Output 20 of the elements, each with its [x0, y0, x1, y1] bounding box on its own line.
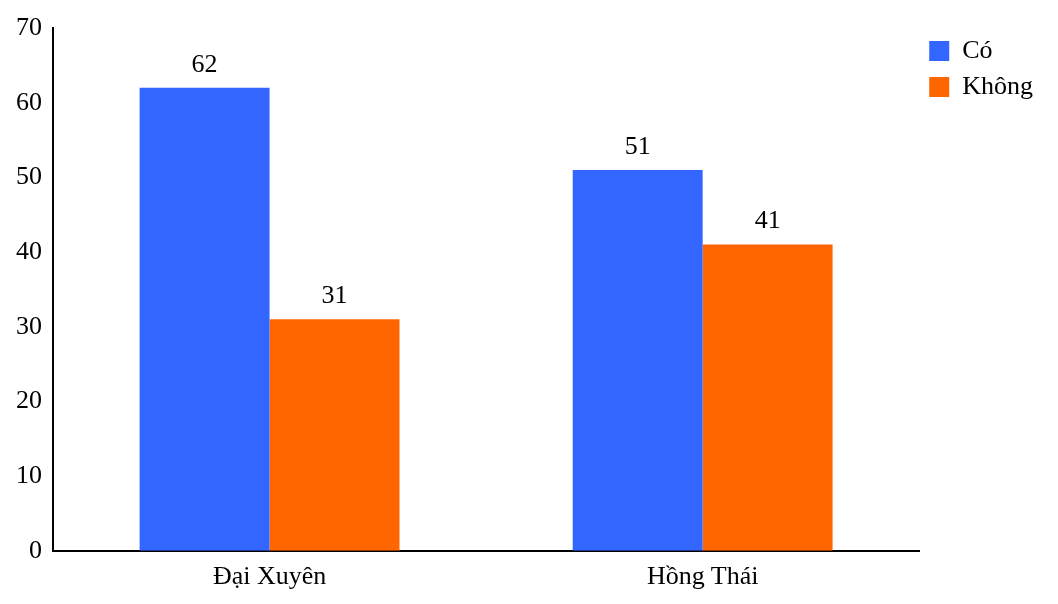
- y-tick-label: 0: [29, 534, 42, 564]
- y-tick-label: 50: [16, 161, 42, 191]
- bar: [702, 244, 833, 551]
- y-tick-label: 60: [16, 86, 42, 116]
- y-tick-label: 10: [16, 459, 42, 489]
- x-tick-label: Đại Xuyên: [212, 561, 327, 591]
- data-label: 31: [321, 280, 348, 310]
- legend-label: Có: [962, 34, 993, 64]
- legend-label: Không: [962, 70, 1033, 100]
- data-label: 51: [624, 130, 651, 160]
- y-tick-label: 20: [16, 385, 42, 415]
- data-label: 62: [191, 48, 218, 78]
- bar: [572, 169, 703, 551]
- bar: [139, 87, 270, 551]
- data-label: 41: [754, 205, 781, 235]
- y-tick-label: 70: [16, 11, 42, 41]
- y-tick-label: 40: [16, 235, 42, 265]
- x-tick-label: Hồng Thái: [646, 561, 759, 591]
- bar: [269, 319, 400, 551]
- y-tick-label: 30: [16, 310, 42, 340]
